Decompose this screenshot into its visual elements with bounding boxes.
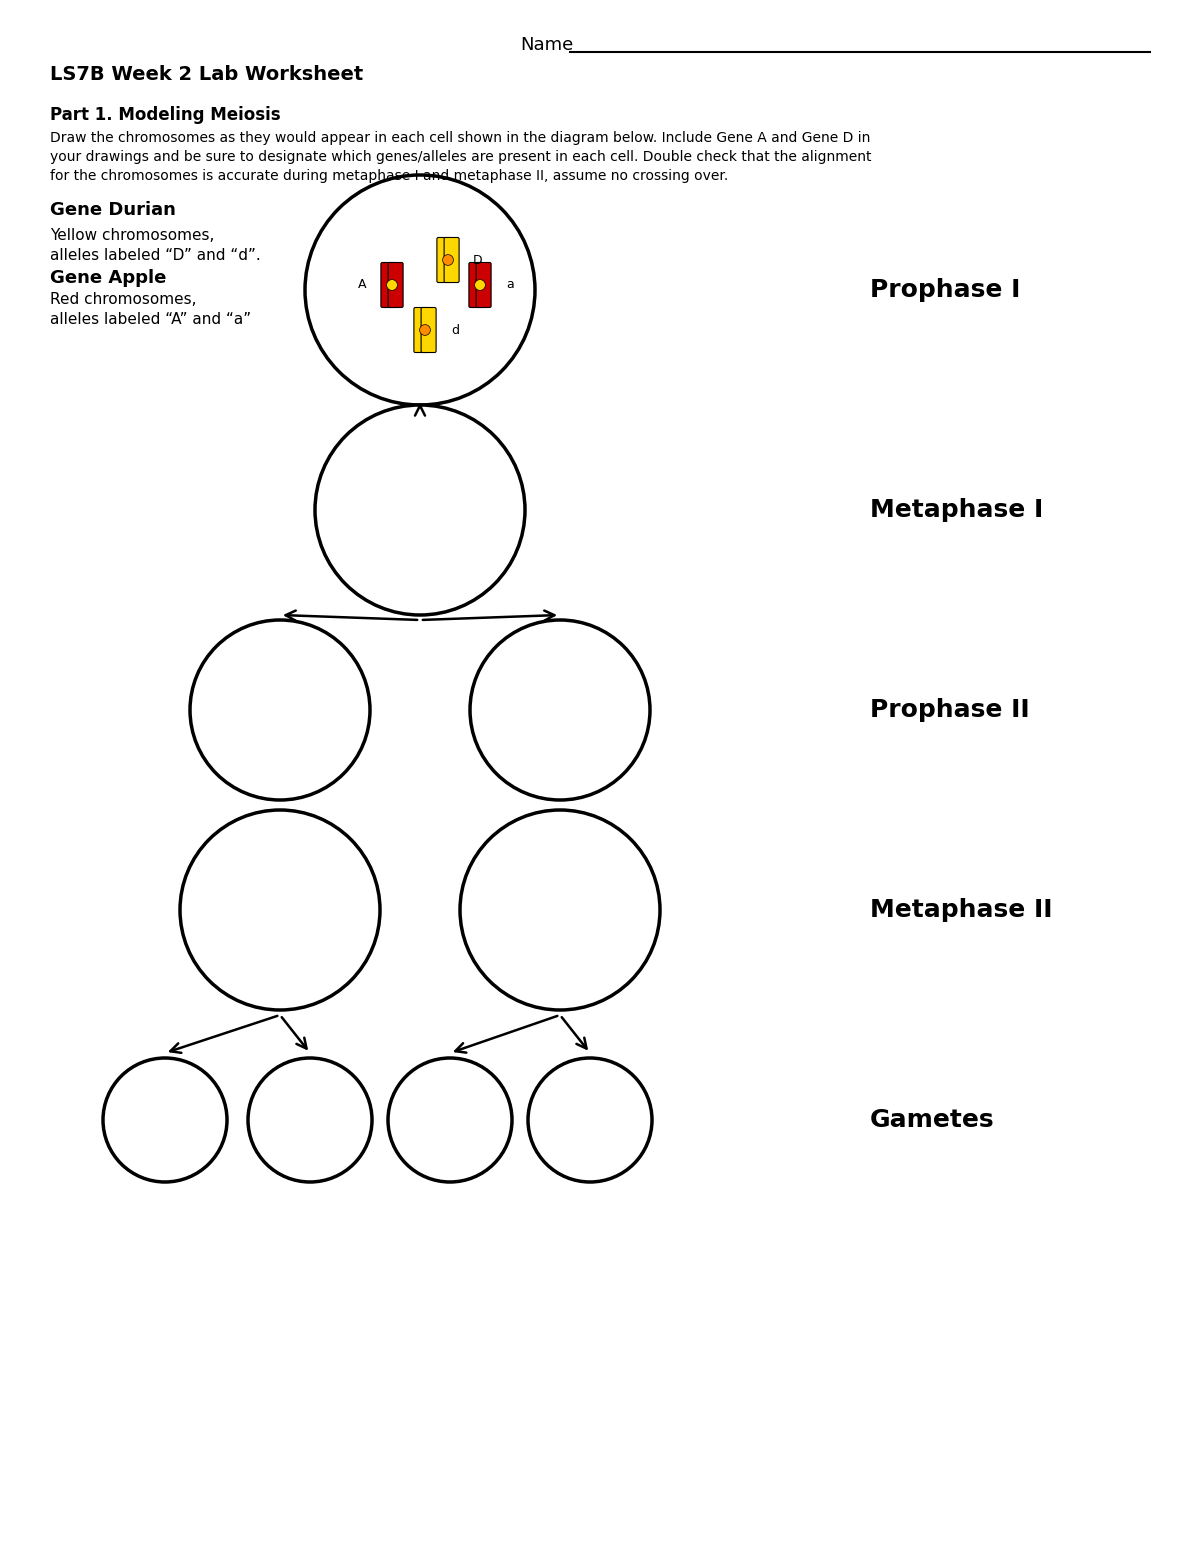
Circle shape bbox=[103, 1058, 227, 1182]
FancyBboxPatch shape bbox=[421, 307, 436, 353]
FancyBboxPatch shape bbox=[388, 262, 403, 307]
Circle shape bbox=[388, 1058, 512, 1182]
Text: Prophase I: Prophase I bbox=[870, 278, 1020, 301]
FancyBboxPatch shape bbox=[380, 262, 396, 307]
Text: alleles labeled “A” and “a”: alleles labeled “A” and “a” bbox=[50, 312, 251, 328]
Text: alleles labeled “D” and “d”.: alleles labeled “D” and “d”. bbox=[50, 247, 260, 262]
Text: Gene Apple: Gene Apple bbox=[50, 269, 167, 287]
Text: Prophase II: Prophase II bbox=[870, 697, 1030, 722]
Circle shape bbox=[305, 175, 535, 405]
Circle shape bbox=[180, 811, 380, 1009]
Text: a: a bbox=[506, 278, 514, 292]
FancyBboxPatch shape bbox=[469, 262, 484, 307]
Text: Yellow chromosomes,: Yellow chromosomes, bbox=[50, 227, 215, 242]
Text: A: A bbox=[358, 278, 366, 292]
Text: Gene Durian: Gene Durian bbox=[50, 200, 176, 219]
Circle shape bbox=[475, 280, 485, 290]
Circle shape bbox=[386, 280, 397, 290]
Circle shape bbox=[420, 325, 431, 335]
Text: d: d bbox=[451, 323, 458, 337]
FancyBboxPatch shape bbox=[437, 238, 452, 283]
FancyBboxPatch shape bbox=[444, 238, 460, 283]
Circle shape bbox=[460, 811, 660, 1009]
FancyBboxPatch shape bbox=[476, 262, 491, 307]
Text: Red chromosomes,: Red chromosomes, bbox=[50, 292, 197, 307]
Text: Draw the chromosomes as they would appear in each cell shown in the diagram belo: Draw the chromosomes as they would appea… bbox=[50, 130, 870, 144]
Text: Metaphase II: Metaphase II bbox=[870, 898, 1052, 922]
Circle shape bbox=[470, 620, 650, 800]
Text: for the chromosomes is accurate during metaphase I and metaphase II, assume no c: for the chromosomes is accurate during m… bbox=[50, 169, 728, 183]
Text: Metaphase I: Metaphase I bbox=[870, 499, 1043, 522]
Circle shape bbox=[248, 1058, 372, 1182]
Text: Name: Name bbox=[520, 36, 574, 54]
Circle shape bbox=[443, 255, 454, 266]
Text: your drawings and be sure to designate which genes/alleles are present in each c: your drawings and be sure to designate w… bbox=[50, 151, 871, 165]
Circle shape bbox=[528, 1058, 652, 1182]
Text: Gametes: Gametes bbox=[870, 1107, 995, 1132]
FancyBboxPatch shape bbox=[414, 307, 428, 353]
Circle shape bbox=[314, 405, 526, 615]
Text: LS7B Week 2 Lab Worksheet: LS7B Week 2 Lab Worksheet bbox=[50, 65, 364, 84]
Text: D: D bbox=[473, 253, 482, 267]
Text: Part 1. Modeling Meiosis: Part 1. Modeling Meiosis bbox=[50, 106, 281, 124]
Circle shape bbox=[190, 620, 370, 800]
